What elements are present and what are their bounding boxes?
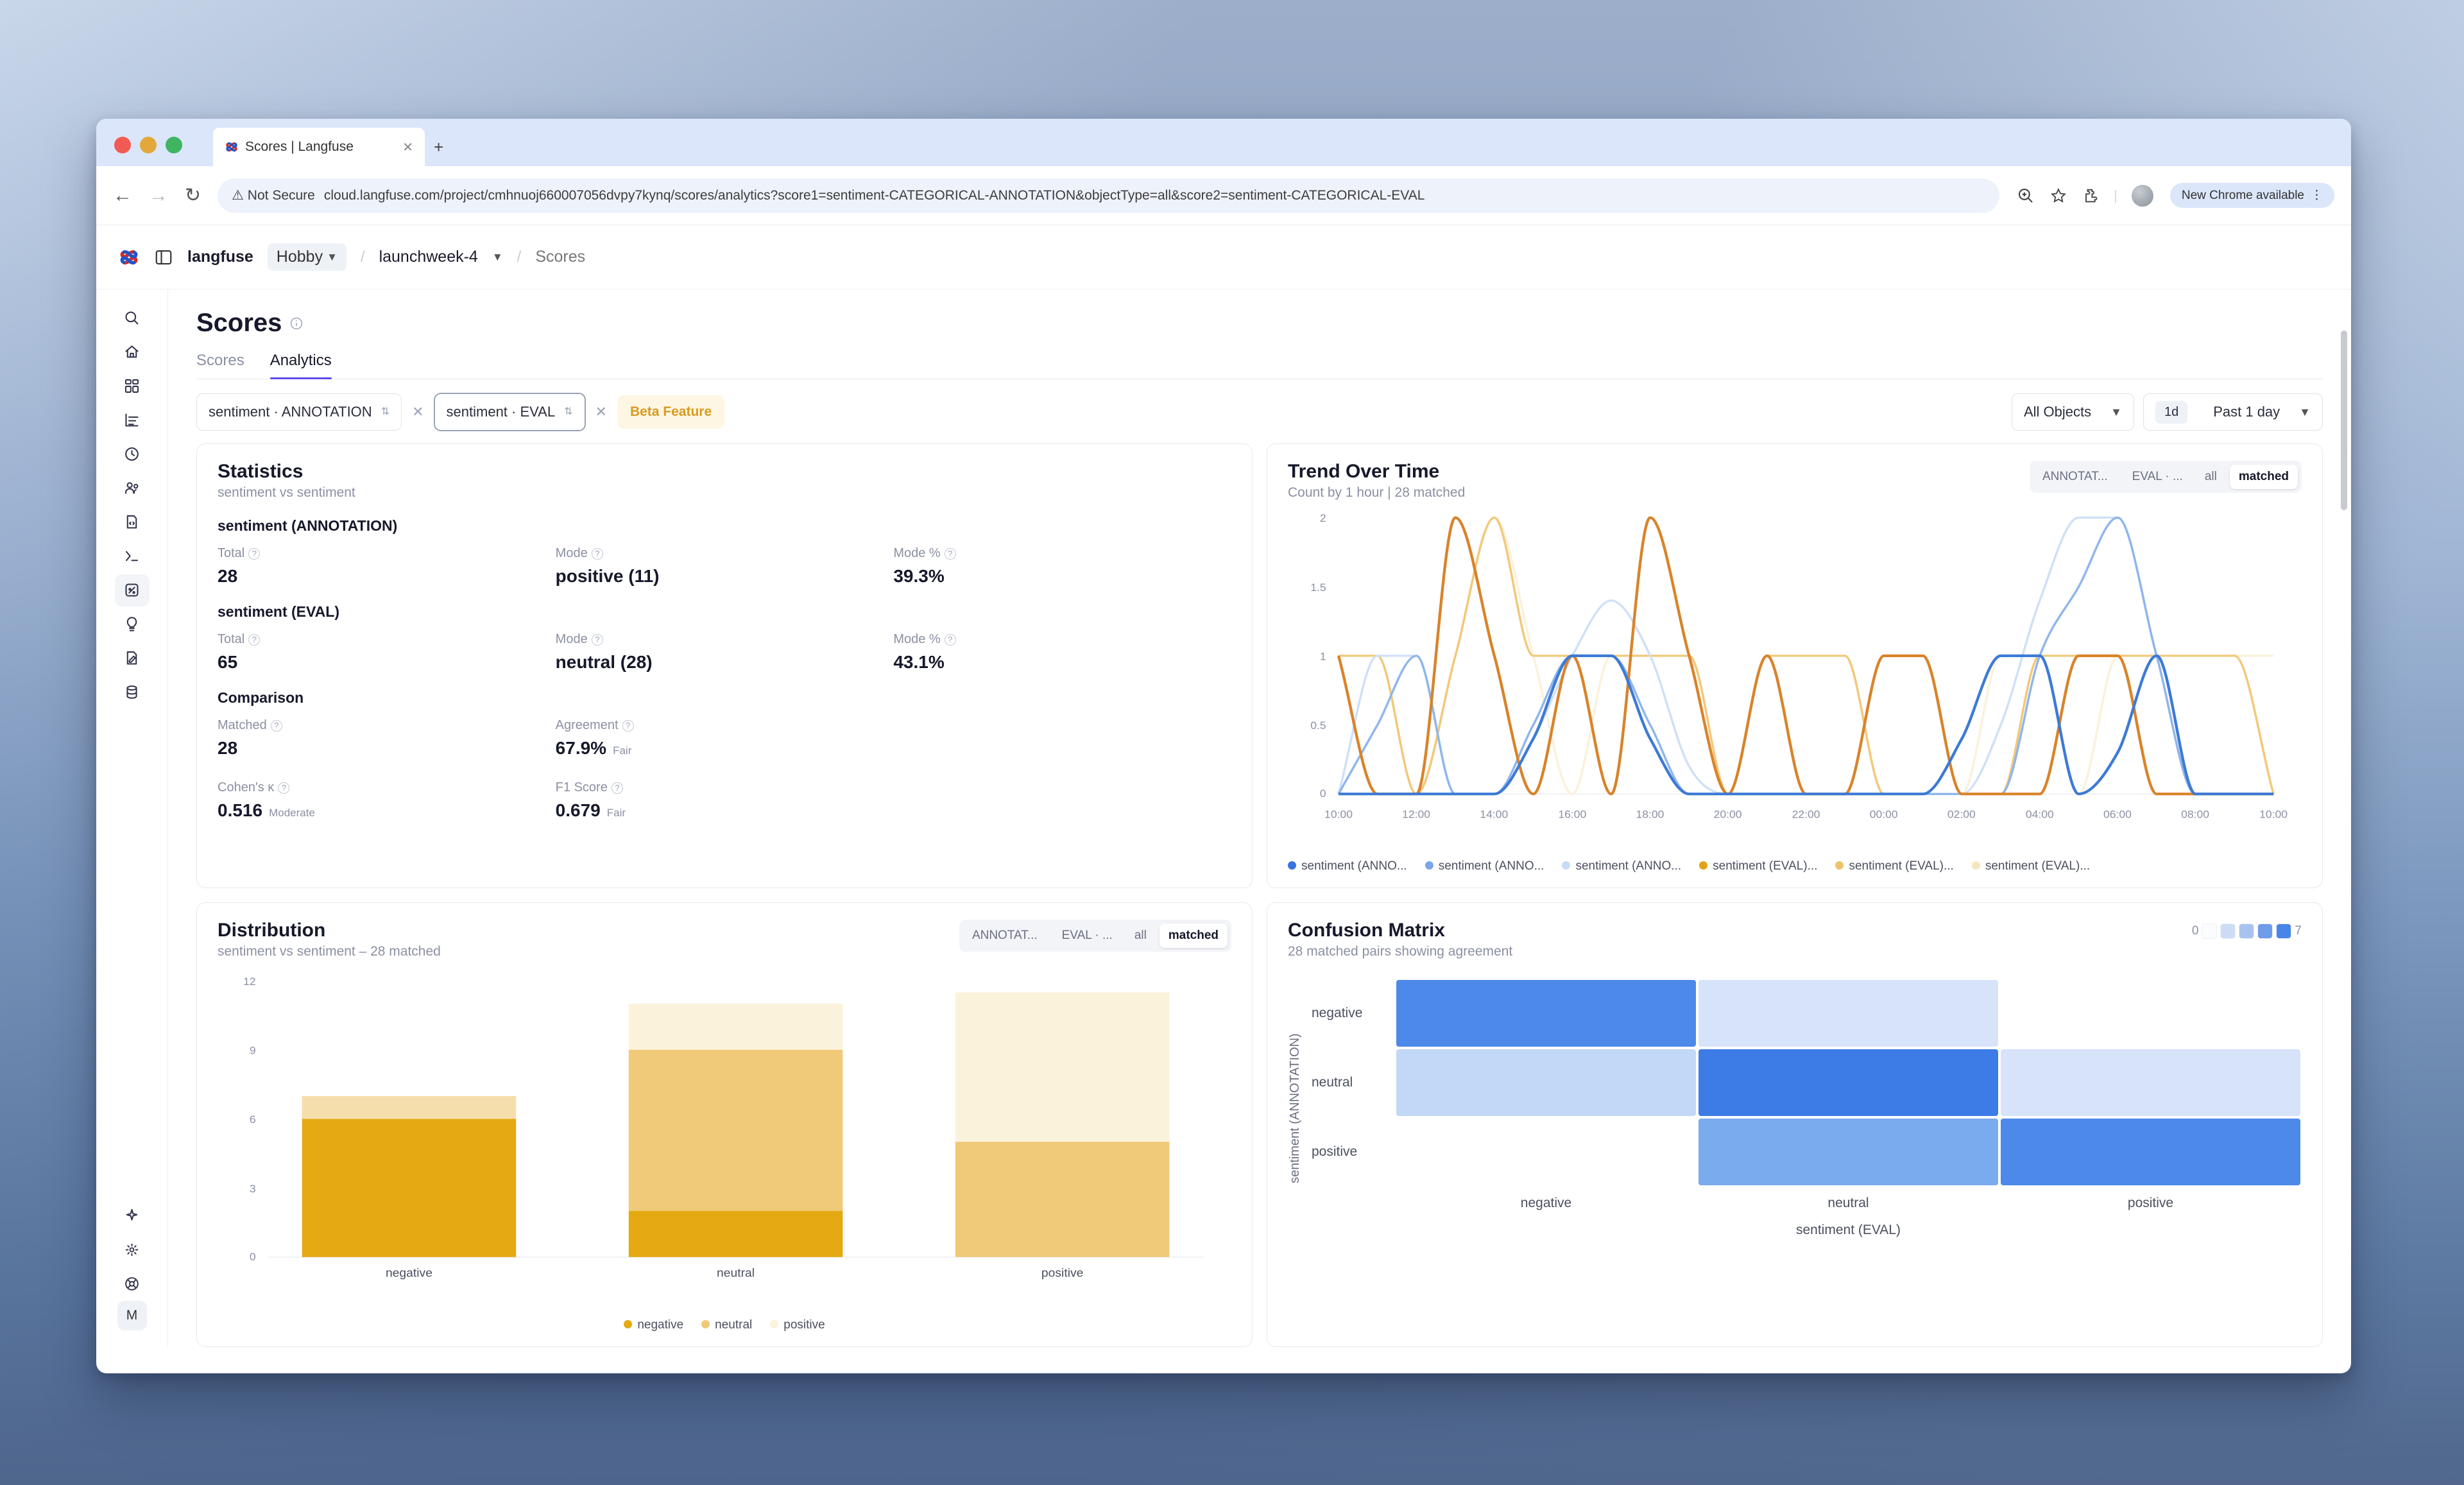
svg-text:12: 12 — [243, 975, 256, 987]
svg-text:22:00: 22:00 — [1792, 809, 1820, 820]
svg-text:06:00: 06:00 — [2103, 809, 2132, 820]
svg-text:neutral: neutral — [717, 1266, 755, 1279]
svg-text:1: 1 — [1320, 651, 1326, 662]
svg-text:negative: negative — [386, 1266, 432, 1279]
svg-text:0: 0 — [1320, 788, 1326, 800]
svg-text:04:00: 04:00 — [2026, 809, 2054, 820]
svg-text:20:00: 20:00 — [1714, 809, 1742, 820]
svg-text:12:00: 12:00 — [1402, 809, 1430, 820]
svg-text:6: 6 — [250, 1114, 256, 1126]
svg-text:14:00: 14:00 — [1480, 809, 1508, 820]
svg-text:08:00: 08:00 — [2181, 809, 2209, 820]
svg-text:10:00: 10:00 — [1324, 809, 1353, 820]
svg-text:02:00: 02:00 — [1947, 809, 1976, 820]
svg-text:9: 9 — [250, 1045, 256, 1056]
svg-text:2: 2 — [1320, 513, 1326, 524]
svg-text:00:00: 00:00 — [1870, 809, 1898, 820]
svg-text:18:00: 18:00 — [1636, 809, 1664, 820]
svg-text:1.5: 1.5 — [1310, 581, 1326, 593]
svg-text:16:00: 16:00 — [1558, 809, 1586, 820]
svg-text:10:00: 10:00 — [2259, 809, 2288, 820]
svg-text:0: 0 — [250, 1251, 256, 1262]
svg-text:positive: positive — [1041, 1266, 1083, 1279]
svg-text:0.5: 0.5 — [1310, 720, 1326, 732]
svg-text:3: 3 — [250, 1183, 256, 1194]
